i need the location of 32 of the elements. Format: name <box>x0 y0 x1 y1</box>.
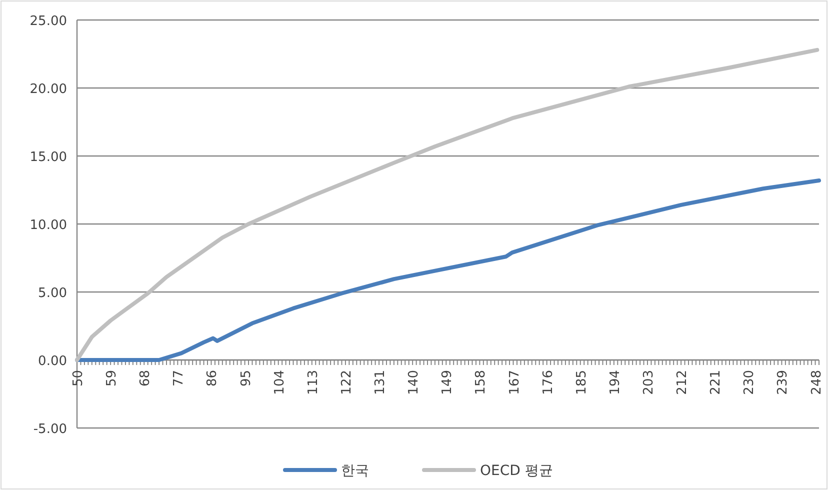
y-tick-label: 5.00 <box>38 286 67 301</box>
x-tick-label: 221 <box>708 370 724 395</box>
x-tick-label: 185 <box>574 370 590 395</box>
x-tick-label: 230 <box>742 370 758 395</box>
y-tick-label: 20.00 <box>30 82 67 97</box>
x-tick-label: 140 <box>406 370 422 395</box>
x-tick-label: 131 <box>373 370 388 395</box>
y-tick-label: 10.00 <box>30 218 67 233</box>
x-tick-label: 158 <box>474 370 489 395</box>
x-tick-label: 50 <box>71 370 86 387</box>
y-tick-label: 0.00 <box>38 354 67 369</box>
x-tick-label: 203 <box>641 370 656 395</box>
x-tick-label: 104 <box>272 370 288 395</box>
x-tick-label: 194 <box>608 370 623 395</box>
x-tick-label: 248 <box>809 370 824 395</box>
x-tick-label: 86 <box>205 370 220 387</box>
y-tick-label: 15.00 <box>30 150 67 165</box>
x-tick-label: 167 <box>507 370 522 395</box>
x-tick-label: 122 <box>339 370 354 395</box>
x-tick-label: 239 <box>776 370 791 395</box>
x-tick-label: 77 <box>172 370 187 387</box>
y-tick-label: -5.00 <box>33 422 67 437</box>
x-tick-label: 113 <box>306 370 321 395</box>
x-tick-label: 95 <box>238 370 254 387</box>
x-tick-label: 212 <box>675 370 690 395</box>
x-tick-label: 68 <box>138 370 154 387</box>
legend-label: 한국 <box>341 463 369 479</box>
y-tick-label: 25.00 <box>30 14 67 29</box>
legend-label: OECD 평균 <box>480 463 553 479</box>
x-tick-label: 149 <box>440 370 456 395</box>
x-tick-label: 59 <box>104 370 120 387</box>
x-tick-label: 176 <box>540 370 556 395</box>
